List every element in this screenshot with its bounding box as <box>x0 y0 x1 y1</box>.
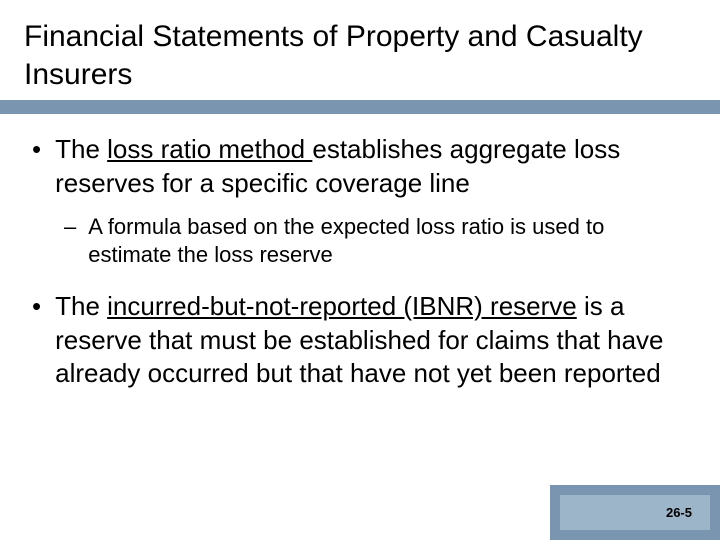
bullet-item: •The incurred-but-not-reported (IBNR) re… <box>32 290 688 391</box>
title-area: Financial Statements of Property and Cas… <box>0 0 720 103</box>
bullet-text: The loss ratio method establishes aggreg… <box>55 133 688 201</box>
corner-block-inner: 26-5 <box>560 495 710 530</box>
bullet-text: A formula based on the expected loss rat… <box>88 213 688 270</box>
text-segment: The <box>55 291 107 321</box>
page-number: 26-5 <box>666 505 692 520</box>
bullet-marker: – <box>64 213 76 270</box>
content-area: •The loss ratio method establishes aggre… <box>0 103 720 391</box>
bullet-marker: • <box>32 290 41 391</box>
bullet-text: The incurred-but-not-reported (IBNR) res… <box>55 290 688 391</box>
bullet-item: •The loss ratio method establishes aggre… <box>32 133 688 201</box>
text-segment: The <box>55 134 107 164</box>
title-underline-bar <box>0 100 720 114</box>
text-segment: A formula based on the expected loss rat… <box>88 214 604 268</box>
bullet-marker: • <box>32 133 41 201</box>
bullet-item: –A formula based on the expected loss ra… <box>64 213 688 270</box>
underlined-term: incurred-but-not-reported (IBNR) reserve <box>107 291 577 321</box>
slide-title: Financial Statements of Property and Cas… <box>24 18 696 93</box>
corner-block-outer: 26-5 <box>550 485 720 540</box>
underlined-term: loss ratio method <box>107 134 312 164</box>
